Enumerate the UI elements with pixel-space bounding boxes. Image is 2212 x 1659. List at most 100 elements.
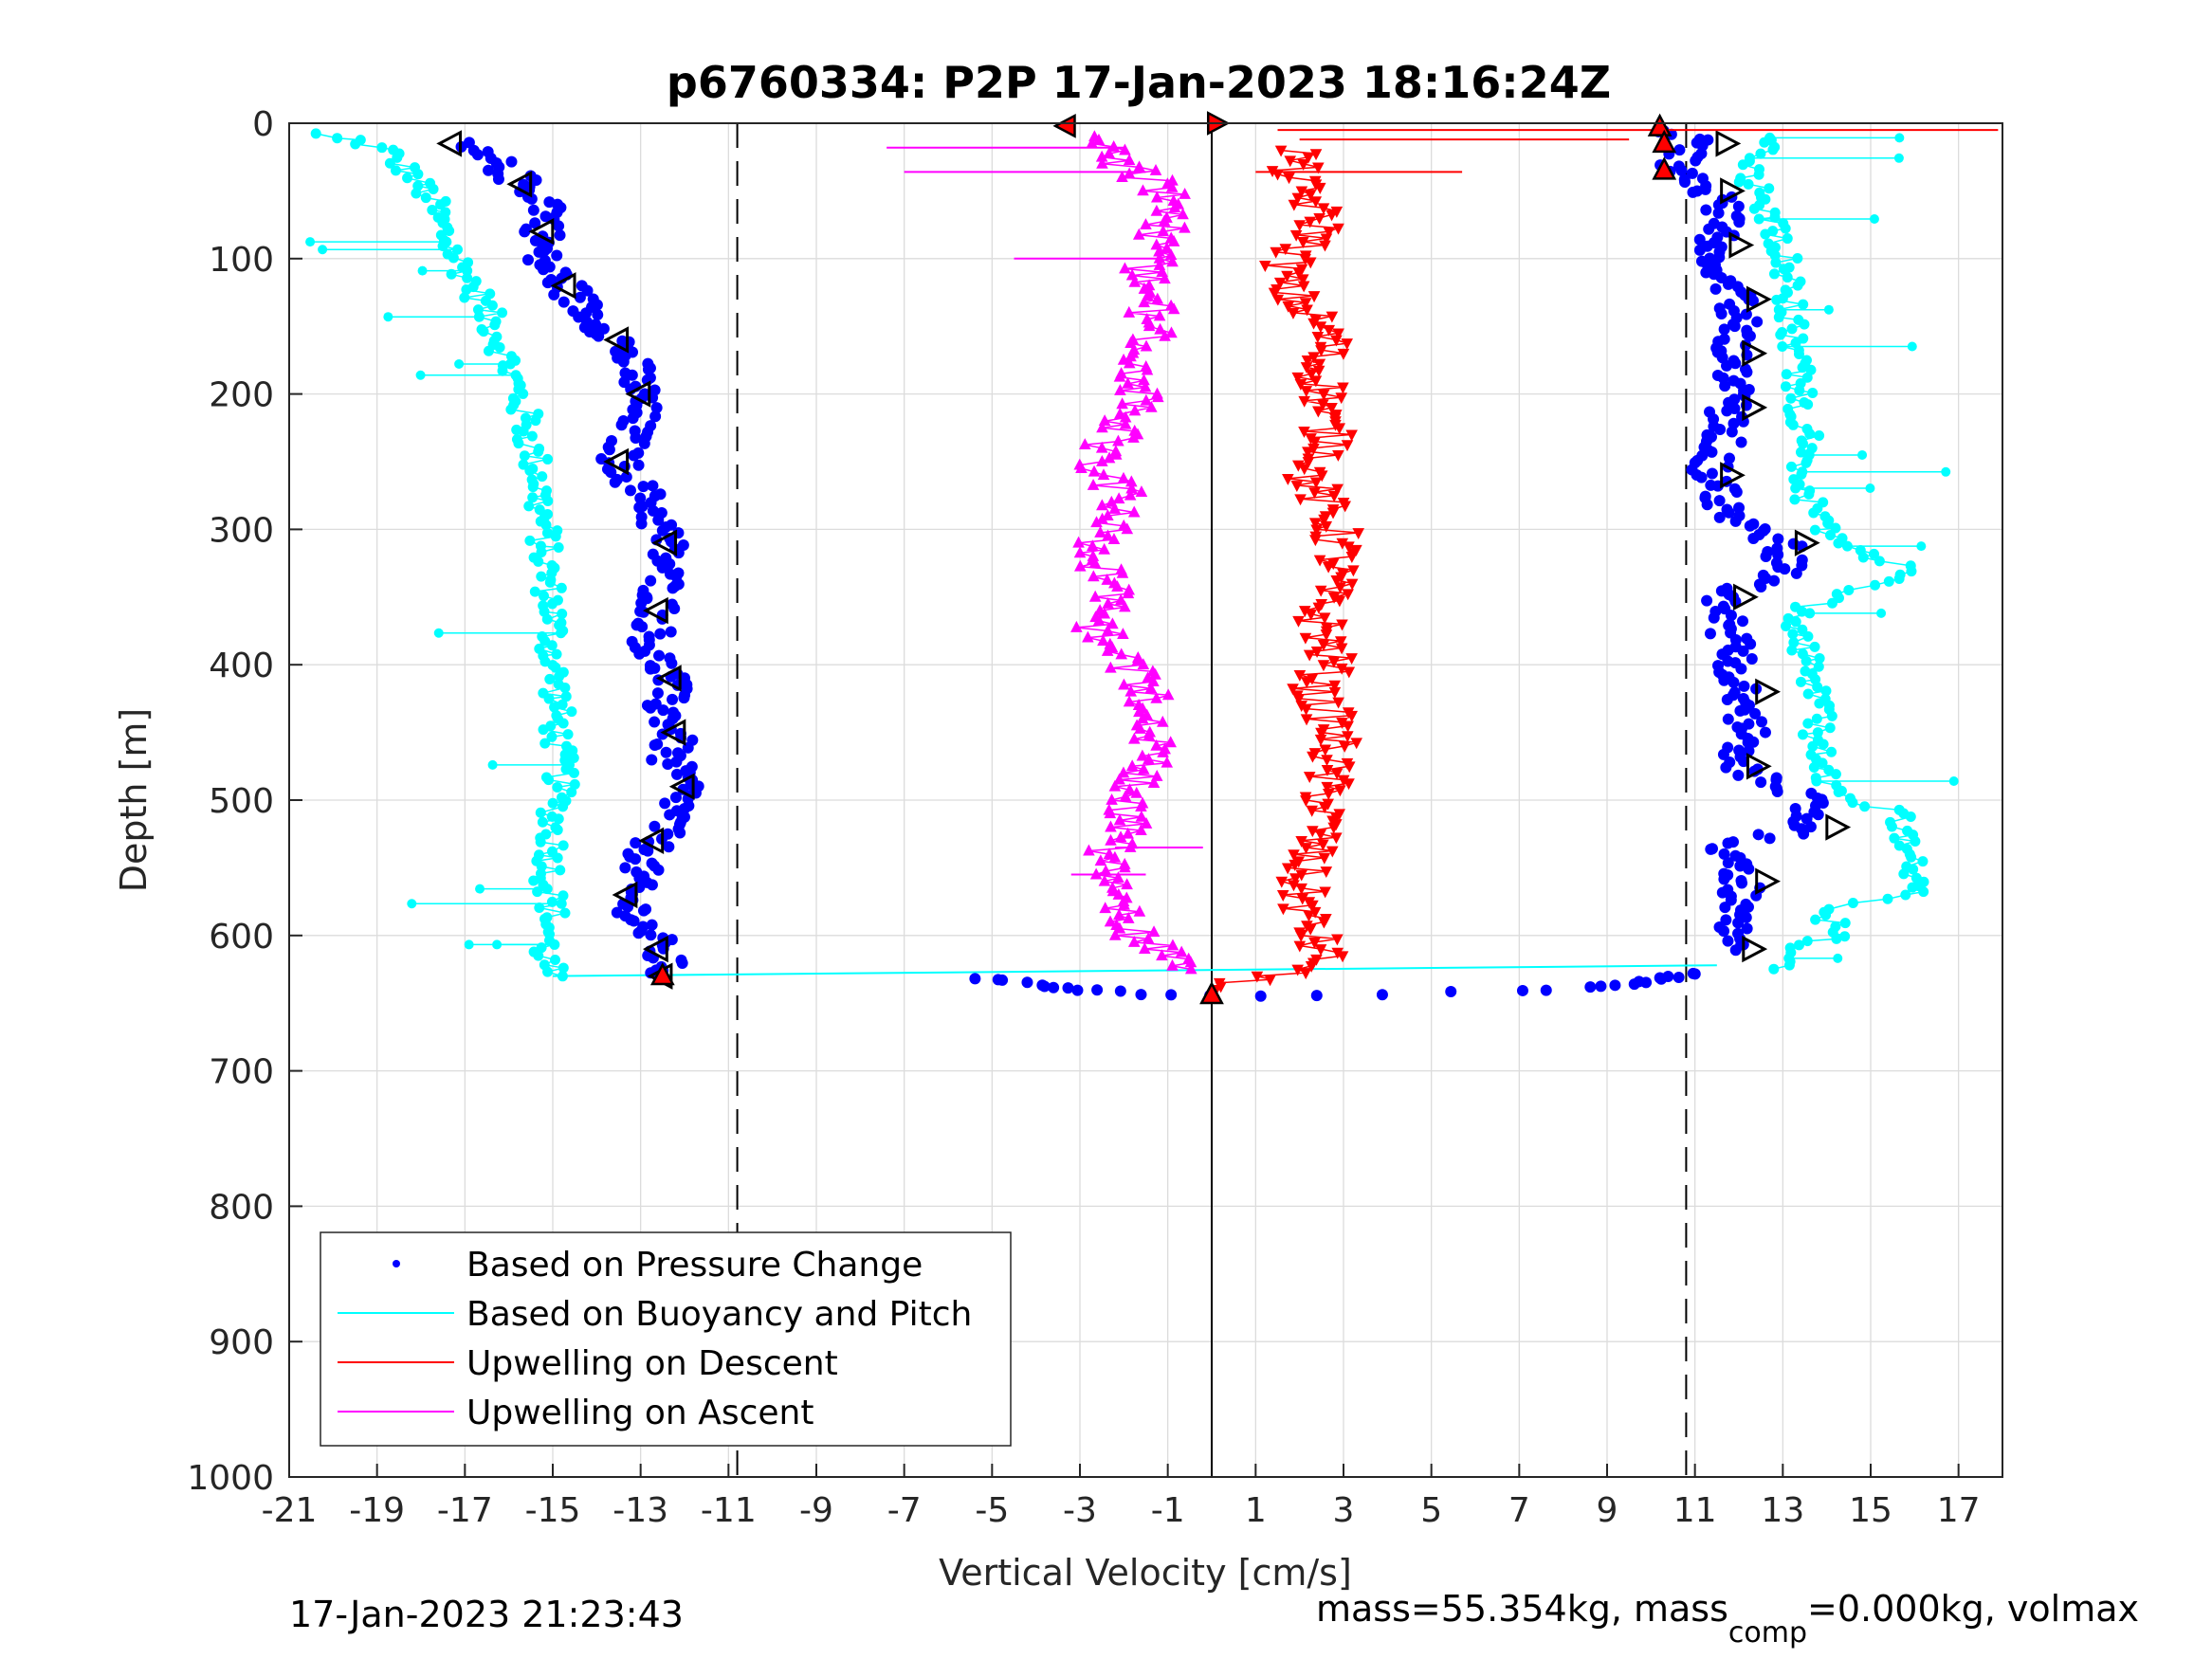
- upwelling-descent-point: [1282, 473, 1294, 485]
- pressure-point: [1693, 133, 1706, 145]
- upwelling-descent-point: [1308, 436, 1322, 448]
- pressure-point: [1584, 981, 1597, 994]
- buoyancy-point: [1780, 381, 1791, 392]
- upwelling-descent-point: [1314, 321, 1327, 334]
- upwelling-ascent-point: [1156, 949, 1168, 961]
- upwelling-ascent-point: [1147, 675, 1160, 686]
- buoyancy-point: [1783, 262, 1795, 273]
- upwelling-descent-point: [1282, 301, 1295, 313]
- pressure-point: [1762, 546, 1774, 558]
- buoyancy-point: [350, 138, 361, 150]
- buoyancy-point: [415, 370, 426, 380]
- buoyancy-point: [533, 556, 544, 567]
- pressure-point: [1704, 406, 1716, 418]
- buoyancy-point: [528, 875, 539, 886]
- pressure-point: [1743, 383, 1755, 395]
- upwelling-ascent-point: [1149, 163, 1162, 175]
- pressure-point: [1741, 324, 1753, 337]
- upwelling-ascent-point: [1179, 187, 1191, 199]
- upwelling-ascent-point: [1083, 844, 1095, 856]
- upwelling-descent-point: [1295, 883, 1307, 895]
- upwelling-descent-point: [1300, 703, 1312, 716]
- upwelling-descent-point: [1287, 308, 1300, 319]
- upwelling-ascent-point: [1164, 248, 1178, 261]
- upwelling-ascent-point: [1157, 225, 1170, 237]
- upwelling-descent-point: [1326, 846, 1339, 858]
- upwelling-ascent-point: [1150, 191, 1163, 203]
- pressure-point: [1718, 323, 1730, 336]
- buoyancy-point: [1797, 648, 1808, 660]
- upwelling-ascent-point: [1166, 173, 1179, 186]
- buoyancy-point: [1755, 148, 1766, 159]
- buoyancy-point: [552, 824, 563, 835]
- buoyancy-point: [1793, 939, 1804, 951]
- upwelling-descent-point: [1298, 464, 1311, 476]
- upwelling-descent-point: [1300, 386, 1313, 398]
- buoyancy-point: [417, 265, 428, 276]
- buoyancy-point: [1790, 601, 1801, 612]
- upwelling-descent-point: [1251, 971, 1264, 983]
- pressure-point: [651, 687, 664, 700]
- pressure-point: [1114, 985, 1126, 997]
- pressure-point: [1772, 533, 1784, 545]
- buoyancy-point: [1818, 497, 1829, 508]
- pressure-point: [553, 220, 565, 232]
- buoyancy-point: [1802, 688, 1814, 700]
- upwelling-descent-point: [1317, 399, 1329, 411]
- upwelling-descent-point: [1308, 906, 1322, 919]
- upwelling-ascent-point: [1119, 143, 1131, 155]
- descent-marker: [506, 171, 533, 198]
- pressure-point: [1728, 836, 1740, 848]
- buoyancy-point: [558, 718, 569, 729]
- upwelling-ascent-point: [1124, 488, 1137, 501]
- upwelling-descent-point: [1299, 968, 1312, 980]
- pressure-point: [1755, 716, 1767, 728]
- buoyancy-point: [1859, 801, 1871, 812]
- upwelling-descent-point: [1312, 162, 1325, 174]
- upwelling-descent-point: [1288, 199, 1301, 211]
- pressure-point: [1165, 989, 1178, 1001]
- upwelling-ascent-point: [1164, 231, 1178, 244]
- upwelling-ascent-point: [1096, 512, 1108, 524]
- pressure-point: [538, 264, 550, 276]
- buoyancy-point: [1797, 729, 1808, 740]
- upwelling-descent-point: [1332, 697, 1344, 709]
- footer-mass: mass=55.354kg, mass: [1316, 1588, 1728, 1630]
- upwelling-descent-point: [1299, 632, 1312, 645]
- pressure-point: [1789, 803, 1801, 815]
- pressure-point: [1740, 898, 1752, 910]
- buoyancy-point: [1813, 661, 1824, 672]
- pressure-point: [1721, 582, 1733, 594]
- buoyancy-point: [1820, 685, 1832, 697]
- pressure-point: [1741, 922, 1753, 935]
- pressure-point: [592, 309, 604, 321]
- buoyancy-point: [1767, 226, 1779, 237]
- pressure-point: [660, 746, 672, 758]
- buoyancy-point: [448, 252, 459, 264]
- buoyancy-point: [556, 582, 567, 593]
- upwelling-descent-point: [1273, 277, 1287, 289]
- y-tick-label: 700: [209, 1053, 274, 1092]
- buoyancy-point: [1785, 392, 1797, 404]
- buoyancy-point: [318, 245, 328, 255]
- pressure-point: [521, 254, 534, 266]
- upwelling-descent-point: [1310, 524, 1323, 537]
- pressure-point: [1801, 812, 1813, 825]
- pressure-point: [533, 246, 545, 258]
- pressure-point: [1673, 144, 1686, 156]
- pressure-point: [1699, 490, 1711, 502]
- upwelling-ascent-point: [1166, 958, 1179, 971]
- upwelling-descent-point: [1295, 835, 1307, 848]
- upwelling-ascent-point: [1119, 790, 1132, 802]
- buoyancy-point: [1839, 918, 1851, 929]
- upwelling-descent-point: [1281, 863, 1294, 875]
- pressure-point: [615, 419, 628, 431]
- buoyancy-point: [1814, 430, 1825, 442]
- pressure-point: [1718, 867, 1730, 880]
- upwelling-descent-point: [1323, 324, 1336, 337]
- upwelling-ascent-point: [1128, 732, 1141, 744]
- pressure-point: [653, 649, 666, 662]
- upwelling-descent-point: [1304, 216, 1316, 228]
- upwelling-descent-point: [1315, 345, 1327, 357]
- x-tick-label: 1: [1245, 1491, 1267, 1530]
